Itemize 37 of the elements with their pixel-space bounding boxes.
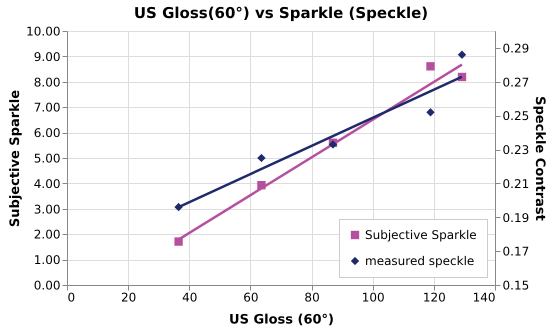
x-tick-label: 100 [362, 290, 385, 304]
legend-label: Subjective Sparkle [365, 228, 477, 242]
point [458, 50, 466, 59]
x-tick-label: 40 [182, 290, 198, 304]
x-tick-label: 20 [121, 290, 136, 304]
legend-label: measured speckle [365, 254, 474, 268]
point [257, 154, 266, 162]
point [426, 62, 435, 70]
y-tick-label: 0.00 [34, 278, 60, 292]
y-tick-label: 2.00 [34, 228, 60, 242]
y-tick-label: 6.00 [34, 126, 60, 140]
x-tick-label: 60 [243, 290, 259, 304]
y2-tick-label: 0.29 [502, 41, 530, 56]
y-tick-label: 7.00 [34, 100, 60, 115]
y-axis-title: Subjective Sparkle [8, 90, 24, 228]
y-tick-label: 10.00 [26, 24, 60, 38]
y-tick-label: 9.00 [34, 50, 60, 64]
y2-tick-label: 0.17 [502, 244, 530, 259]
y2-tick-label: 0.21 [502, 176, 530, 191]
x-tick-label: 80 [304, 290, 320, 304]
x-tick-label: 120 [422, 290, 446, 304]
x-tick-label: 0 [68, 290, 76, 304]
chart-title: US Gloss(60°) vs Sparkle (Speckle) [134, 4, 428, 22]
y2-tick-label: 0.23 [502, 143, 530, 158]
y2-tick-label: 0.25 [502, 109, 530, 124]
y-tick-label: 1.00 [34, 253, 60, 268]
y2-tick-label: 0.19 [502, 210, 530, 225]
y-tick-label: 8.00 [34, 75, 60, 90]
y-tick-label: 5.00 [34, 152, 60, 166]
x-axis-title: US Gloss (60°) [229, 312, 334, 328]
y2-tick-label: 0.15 [502, 278, 530, 292]
y2-tick-label: 0.27 [502, 75, 530, 90]
y-tick-label: 3.00 [34, 202, 60, 216]
y2-axis-title: Speckle Contrast [532, 96, 548, 221]
x-tick-label: 140 [472, 290, 496, 304]
y-tick-label: 4.00 [34, 176, 60, 191]
point [426, 108, 435, 116]
